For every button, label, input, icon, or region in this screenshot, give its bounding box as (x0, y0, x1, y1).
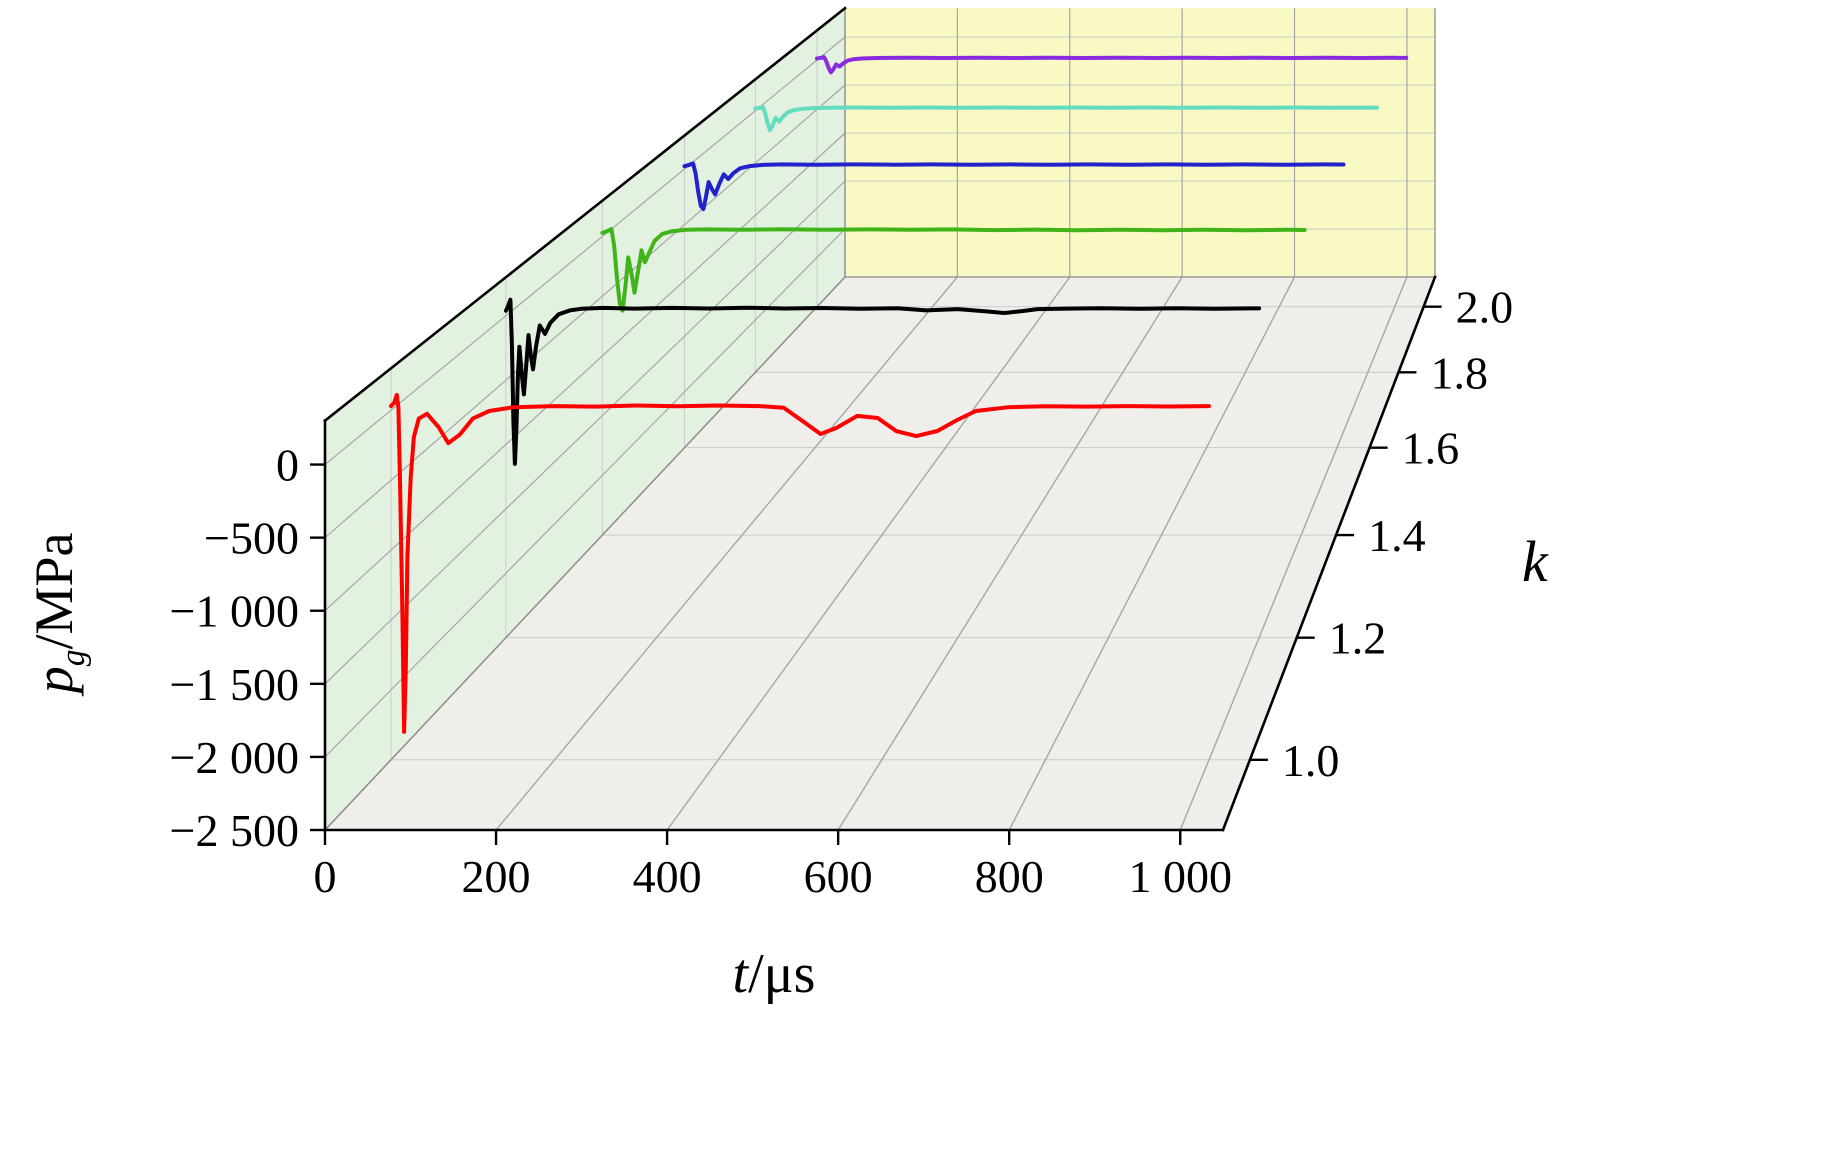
k-tick-label: 1.8 (1430, 347, 1488, 398)
floor (325, 277, 1435, 830)
z-axis-symbol: p (24, 666, 85, 694)
z-axis: 0 −500 −1 000 −1 500 −2 000 −2 500 (170, 440, 325, 856)
curve-1.2 (503, 297, 1262, 466)
k-axis: 1.0 1.2 1.4 1.6 1.8 2.0 (1249, 282, 1514, 786)
back-wall-grid (844, 8, 1435, 277)
k-tick-label: 2.0 (1456, 282, 1514, 333)
z-tick-label: 0 (276, 440, 299, 491)
x-axis-symbol: t (732, 943, 749, 1005)
z-tick-label: −2 500 (170, 805, 299, 856)
k-tick-label: 1.6 (1402, 423, 1460, 474)
z-axis-title: pg/MPa (23, 453, 93, 773)
curve-1.6 (682, 161, 1346, 212)
x-tick-label: 800 (975, 851, 1044, 902)
pane-edges (324, 8, 1436, 831)
z-axis-unit: /MPa (24, 532, 85, 650)
x-axis-title: t/μs (574, 942, 974, 1006)
curve-1.8 (753, 104, 1379, 133)
x-tick-label: 400 (633, 851, 702, 902)
z-tick-label: −2 000 (170, 732, 299, 783)
x-tick-label: 600 (804, 851, 873, 902)
curve-1.0 (389, 392, 1211, 734)
x-tick-label: 1 000 (1128, 851, 1232, 902)
x-tick-label: 0 (314, 851, 337, 902)
z-tick-label: −500 (204, 513, 299, 564)
axis-frame (323, 6, 1437, 832)
x-axis: 0 200 400 600 800 1 000 (314, 830, 1232, 902)
y-axis-symbol: k (1522, 529, 1548, 594)
z-tick-label: −1 500 (170, 659, 299, 710)
z-tick-label: −1 000 (170, 586, 299, 637)
x-tick-label: 200 (462, 851, 531, 902)
k-tick-label: 1.2 (1329, 613, 1387, 664)
back-wall (845, 8, 1435, 277)
curve-2.0 (815, 55, 1409, 75)
x-axis-unit: /μs (748, 943, 816, 1005)
k-tick-label: 1.4 (1368, 510, 1426, 561)
series-curves (389, 55, 1409, 734)
k-tick-label: 1.0 (1282, 735, 1340, 786)
y-axis-title: k (1522, 528, 1548, 595)
z-axis-subscript: g (54, 649, 92, 667)
